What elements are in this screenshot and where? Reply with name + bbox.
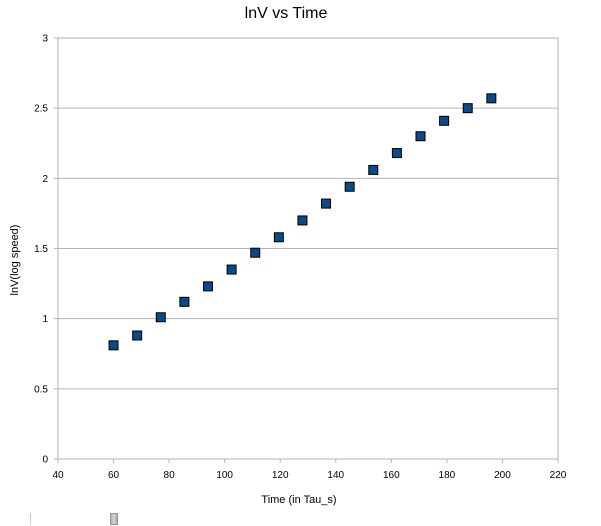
y-tick-label: 1	[42, 314, 48, 325]
data-point	[250, 247, 261, 258]
x-tick-label: 40	[52, 470, 64, 481]
data-point	[439, 115, 450, 126]
gridlines	[58, 37, 558, 390]
data-point	[297, 215, 308, 226]
data-point	[391, 148, 402, 159]
x-tick-label: 200	[494, 470, 511, 481]
data-point	[273, 232, 284, 243]
x-tick-label: 180	[439, 470, 456, 481]
data-point	[344, 181, 355, 192]
x-tick-label: 100	[216, 470, 233, 481]
y-tick-label: 3	[42, 34, 48, 45]
x-tick-label: 60	[108, 470, 120, 481]
y-axis-ticks: 0 0.5 1 1.5 2 2.5 3	[34, 34, 58, 466]
data-point	[132, 330, 143, 341]
data-points	[108, 93, 497, 351]
data-point	[321, 198, 332, 209]
data-point	[155, 312, 166, 323]
data-point	[179, 296, 190, 307]
x-tick-label: 220	[550, 470, 567, 481]
x-tick-label: 120	[272, 470, 289, 481]
y-tick-label: 2	[42, 174, 48, 185]
x-tick-label: 80	[164, 470, 176, 481]
data-point	[462, 103, 473, 114]
y-tick-label: 1.5	[34, 244, 48, 255]
x-tick-label: 160	[383, 470, 400, 481]
scrollbar-thumb[interactable]	[110, 513, 118, 525]
scrollbar-track-edge	[30, 513, 31, 525]
y-tick-label: 2.5	[34, 104, 48, 115]
y-tick-label: 0.5	[34, 384, 48, 395]
data-point	[415, 131, 426, 142]
data-point	[226, 264, 237, 275]
horizontal-scrollbar[interactable]	[0, 512, 601, 526]
data-point	[108, 340, 119, 351]
chart-title: lnV vs Time	[245, 5, 328, 22]
x-tick-label: 140	[327, 470, 344, 481]
x-axis-title: Time (in Tau_s)	[261, 494, 336, 506]
data-point	[486, 93, 497, 104]
y-tick-label: 0	[42, 455, 48, 466]
y-axis-title: lnV(log speed)	[9, 225, 21, 296]
data-point	[203, 281, 213, 292]
x-axis-ticks: 40 60 80 100 120 140 160 180 200 220	[52, 459, 567, 481]
data-point	[368, 164, 379, 175]
